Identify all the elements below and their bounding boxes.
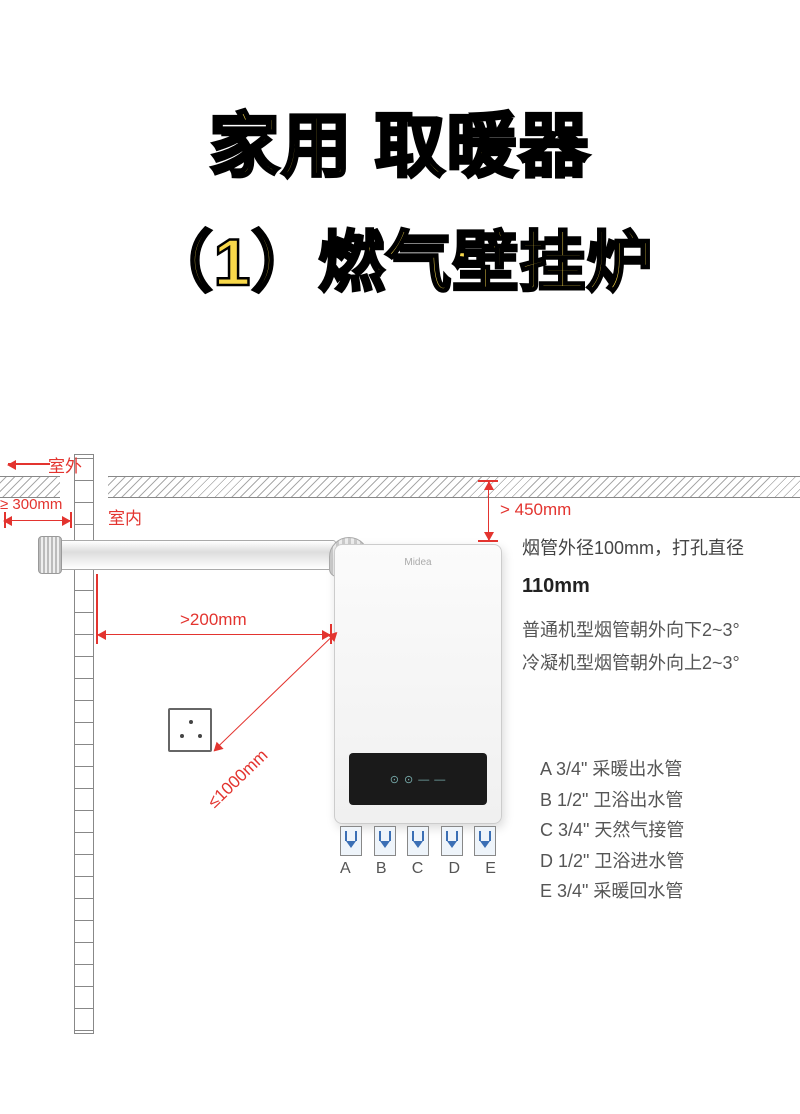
dim-450-line <box>488 482 489 540</box>
port-letters: A B C D E <box>340 860 496 878</box>
flue-spec-block: 烟管外径100mm，打孔直径 110mm 普通机型烟管朝外向下2~3° 冷凝机型… <box>522 532 792 679</box>
label-inside: 室内 <box>108 504 142 529</box>
installation-diagram: 室外 室内 Midea ⊙ ⊙ — — A B C D E ≥ 300mm >2… <box>0 444 800 1114</box>
label-300mm: ≥ 300mm <box>0 496 62 513</box>
title-block: 家用 取暖器 （1）燃气壁挂炉 <box>0 90 800 305</box>
dim-200-line <box>98 634 330 635</box>
dim-tick <box>96 574 98 644</box>
port-legend: A 3/4" 采暖出水管 B 1/2" 卫浴出水管 C 3/4" 天然气接管 D… <box>540 754 684 907</box>
port-c <box>407 826 429 856</box>
ceiling-wall <box>0 476 800 498</box>
dim-300-line <box>4 520 70 521</box>
boiler-display-panel: ⊙ ⊙ — — <box>349 753 487 805</box>
title-word-2: 取暖器 <box>375 107 591 185</box>
port-d <box>441 826 463 856</box>
label-1000mm: ≤1000mm <box>204 746 272 813</box>
legend-c: C 3/4" 天然气接管 <box>540 815 684 846</box>
dim-tick <box>478 540 498 542</box>
label-450mm: > 450mm <box>500 500 571 520</box>
port-e <box>474 826 496 856</box>
flue-terminal <box>38 536 62 574</box>
port-b <box>374 826 396 856</box>
spec-line-1: 烟管外径100mm，打孔直径 <box>522 532 792 564</box>
outside-arrow-icon <box>8 463 50 465</box>
spec-line-3: 冷凝机型烟管朝外向上2~3° <box>522 647 792 679</box>
legend-d: D 1/2" 卫浴进水管 <box>540 846 684 877</box>
port-label-e: E <box>485 860 496 878</box>
label-outside: 室外 <box>48 452 82 477</box>
power-outlet-icon <box>168 708 212 752</box>
legend-a: A 3/4" 采暖出水管 <box>540 754 684 785</box>
title-word-1: 家用 <box>209 107 353 185</box>
port-row <box>340 826 496 856</box>
title-line-1: 家用 取暖器 <box>0 90 800 191</box>
dim-1000-line <box>214 632 337 751</box>
spec-bold: 110mm <box>522 568 792 604</box>
dim-tick <box>4 512 6 528</box>
dim-tick <box>70 512 72 528</box>
legend-e: E 3/4" 采暖回水管 <box>540 876 684 907</box>
label-200mm: >200mm <box>180 610 247 630</box>
port-label-c: C <box>412 860 424 878</box>
spec-line-2: 普通机型烟管朝外向下2~3° <box>522 614 792 646</box>
boiler-unit: Midea ⊙ ⊙ — — <box>334 544 502 824</box>
port-label-b: B <box>376 860 387 878</box>
port-label-a: A <box>340 860 351 878</box>
legend-b: B 1/2" 卫浴出水管 <box>540 785 684 816</box>
port-label-d: D <box>449 860 461 878</box>
flue-pipe <box>56 540 336 570</box>
dim-tick <box>478 480 498 482</box>
boiler-brand: Midea <box>404 557 431 568</box>
port-a <box>340 826 362 856</box>
title-line-2: （1）燃气壁挂炉 <box>0 209 800 305</box>
